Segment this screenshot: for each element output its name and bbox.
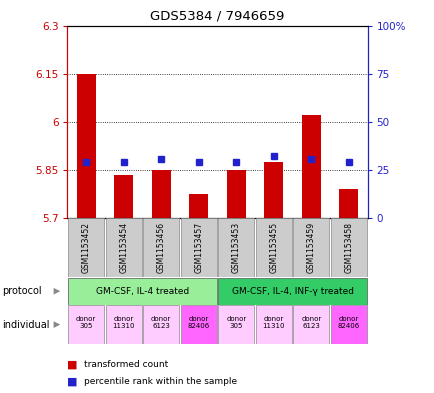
Bar: [218, 305, 254, 344]
Text: percentile rank within the sample: percentile rank within the sample: [84, 377, 237, 386]
Text: GSM1153458: GSM1153458: [344, 222, 352, 273]
Text: donor
6123: donor 6123: [151, 316, 171, 329]
Bar: [339, 189, 357, 218]
Bar: [143, 305, 179, 344]
Text: donor
6123: donor 6123: [300, 316, 321, 329]
Bar: [218, 218, 254, 277]
Bar: [227, 170, 245, 218]
Text: GSM1153452: GSM1153452: [82, 222, 90, 273]
Bar: [68, 278, 216, 305]
Text: individual: individual: [2, 320, 49, 330]
Text: protocol: protocol: [2, 286, 42, 296]
Text: GSM1153453: GSM1153453: [231, 222, 240, 273]
Bar: [189, 194, 207, 218]
Text: donor
82406: donor 82406: [337, 316, 359, 329]
Text: GSM1153455: GSM1153455: [269, 222, 278, 273]
Bar: [68, 305, 104, 344]
Bar: [180, 305, 216, 344]
Title: GDS5384 / 7946659: GDS5384 / 7946659: [150, 10, 284, 23]
Bar: [143, 218, 179, 277]
Bar: [77, 73, 95, 218]
Text: donor
305: donor 305: [226, 316, 246, 329]
Text: donor
305: donor 305: [76, 316, 96, 329]
Text: donor
11310: donor 11310: [112, 316, 135, 329]
Text: ■: ■: [67, 360, 78, 370]
Bar: [105, 218, 141, 277]
Text: GM-CSF, IL-4, INF-γ treated: GM-CSF, IL-4, INF-γ treated: [231, 287, 353, 296]
Bar: [180, 218, 216, 277]
Text: GSM1153454: GSM1153454: [119, 222, 128, 273]
Bar: [255, 218, 291, 277]
Bar: [293, 218, 329, 277]
Bar: [255, 305, 291, 344]
Text: GM-CSF, IL-4 treated: GM-CSF, IL-4 treated: [95, 287, 189, 296]
Bar: [293, 305, 329, 344]
Bar: [114, 175, 133, 218]
Text: donor
82406: donor 82406: [187, 316, 209, 329]
Bar: [218, 278, 366, 305]
Text: GSM1153456: GSM1153456: [156, 222, 165, 273]
Bar: [330, 218, 366, 277]
Text: GSM1153457: GSM1153457: [194, 222, 203, 273]
Bar: [264, 162, 283, 218]
Bar: [330, 305, 366, 344]
Text: GSM1153459: GSM1153459: [306, 222, 315, 273]
Bar: [301, 116, 320, 218]
Text: donor
11310: donor 11310: [262, 316, 284, 329]
Bar: [105, 305, 141, 344]
Text: transformed count: transformed count: [84, 360, 168, 369]
Text: ■: ■: [67, 376, 78, 386]
Bar: [151, 170, 170, 218]
Bar: [68, 218, 104, 277]
